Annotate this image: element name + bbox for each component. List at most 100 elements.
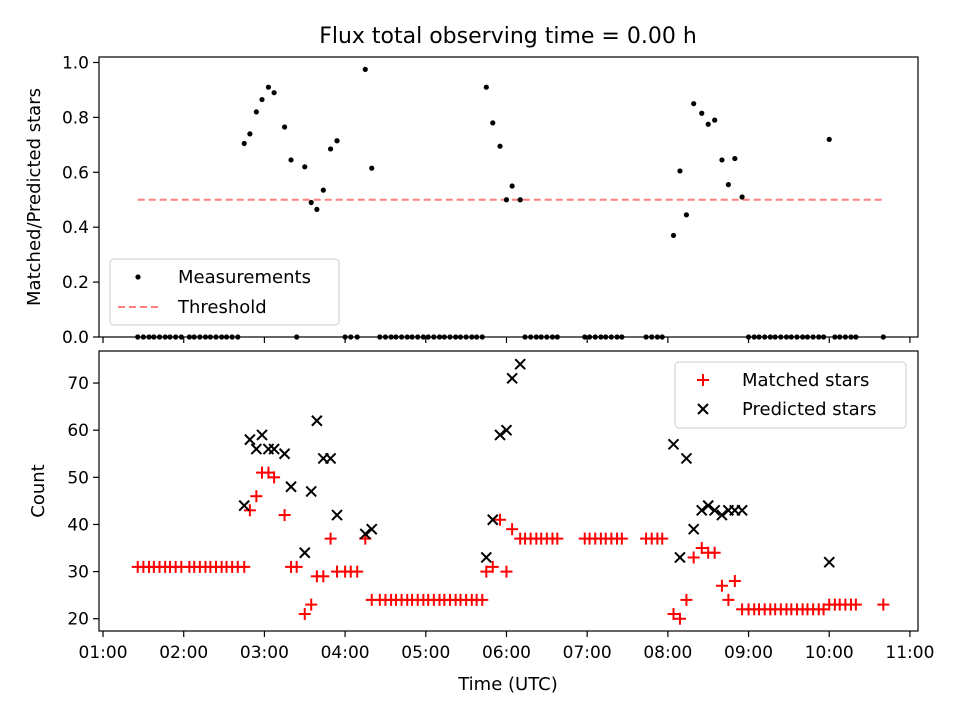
measurement-point: [705, 121, 711, 127]
matched-star-point: [715, 579, 728, 592]
top-y-tick-label: 0.2: [62, 273, 89, 293]
matched-star-point: [317, 570, 330, 583]
predicted-star-point: [716, 509, 728, 521]
predicted-star-point: [238, 499, 250, 512]
bottom-y-tick-label: 50: [67, 468, 89, 488]
measurement-point: [483, 84, 489, 90]
matched-star-point: [500, 565, 513, 578]
predicted-star-point: [494, 429, 506, 441]
top-legend: Measurements Threshold: [109, 258, 340, 326]
measurement-point: [712, 117, 718, 123]
matched-star-point: [486, 560, 499, 573]
count-points: [131, 358, 890, 625]
matched-star-point: [551, 532, 564, 545]
predicted-star-point: [305, 485, 317, 498]
measurement-point: [327, 146, 334, 152]
x-tick-label: 09:00: [724, 643, 773, 663]
predicted-star-point: [480, 551, 493, 564]
predicted-star-point: [268, 443, 280, 455]
predicted-star-point: [702, 499, 714, 512]
predicted-star-point: [359, 528, 371, 540]
predicted-star-point: [823, 556, 835, 568]
measurement-point: [265, 84, 272, 90]
measurement-point: [314, 206, 320, 212]
matched-star-point: [238, 560, 251, 573]
predicted-star-point: [736, 504, 748, 517]
measurement-point: [271, 90, 277, 96]
bottom-x-ticks: 01:00 02:00 03:00 04:00 05:00 06:00 07:00 08:00…: [79, 631, 934, 663]
bottom-y-tick-label: 20: [67, 610, 89, 630]
predicted-star-point: [331, 509, 343, 521]
matched-star-point: [243, 504, 256, 517]
measurement-point: [490, 120, 496, 126]
matched-star-point: [722, 593, 735, 606]
chart-title: Flux total observing time = 0.00 h: [319, 24, 697, 49]
measurement-point: [253, 109, 259, 115]
measurement-point: [302, 164, 308, 170]
matched-star-point: [250, 490, 263, 503]
legend-threshold-label: Threshold: [177, 297, 267, 318]
x-tick-label: 01:00: [79, 643, 128, 663]
x-axis-label: Time (UTC): [457, 674, 558, 695]
x-tick-label: 06:00: [482, 643, 531, 663]
predicted-star-point: [708, 504, 721, 517]
measurement-point: [288, 157, 294, 163]
measurement-point: [732, 155, 738, 162]
predicted-star-point: [285, 481, 297, 493]
top-y-axis-label: Matched/Predicted stars: [24, 88, 45, 306]
measurement-point: [334, 138, 340, 144]
measurement-point: [826, 136, 832, 142]
x-tick-label: 04:00: [321, 643, 370, 663]
predicted-star-point: [680, 452, 693, 465]
measurement-point: [308, 199, 314, 206]
top-plot-frame: [98, 56, 919, 338]
predicted-star-point: [487, 514, 499, 526]
measurement-point: [719, 157, 725, 163]
matched-star-point: [298, 608, 311, 621]
measurement-point: [683, 212, 690, 218]
matched-star-point: [278, 509, 291, 522]
legend-measurements-marker: [135, 274, 141, 280]
predicted-star-point: [311, 415, 323, 427]
matched-star-point: [324, 532, 337, 545]
matched-star-point: [305, 598, 318, 611]
matched-star-point: [849, 598, 862, 611]
x-tick-label: 05:00: [401, 643, 450, 663]
measurement-point: [503, 197, 510, 203]
predicted-star-point: [278, 448, 291, 460]
matched-star-point: [680, 593, 693, 606]
predicted-star-point: [244, 433, 256, 446]
measurement-point: [699, 110, 705, 116]
predicted-star-point: [324, 452, 337, 465]
predicted-star-point: [687, 523, 700, 535]
measurement-point: [241, 140, 247, 147]
predicted-star-point: [256, 429, 268, 441]
matched-star-point: [673, 612, 686, 625]
matched-star-point: [695, 542, 708, 555]
measurement-point: [362, 66, 368, 72]
predicted-star-point: [514, 358, 526, 370]
top-y-ticks: 0.0 0.2 0.4 0.6 0.8 1.0: [62, 53, 99, 348]
measurement-point: [691, 101, 697, 107]
bottom-y-axis-label: Count: [28, 464, 49, 517]
x-tick-label: 08:00: [643, 643, 692, 663]
legend-measurements-label: Measurements: [178, 267, 311, 288]
bottom-plot-frame: [98, 350, 919, 632]
top-y-tick-label: 0.0: [62, 328, 89, 348]
legend-predicted-label: Predicted stars: [742, 399, 876, 420]
measurement-point: [509, 183, 515, 189]
predicted-star-point: [667, 438, 680, 451]
top-plot: 0.0 0.2 0.4 0.6 0.8 1.0 Matched/Predicted sta…: [24, 53, 919, 348]
matched-star-point: [480, 565, 493, 578]
bottom-y-tick-label: 30: [67, 563, 89, 583]
legend-predicted-marker: [697, 403, 709, 415]
matched-star-point: [494, 513, 507, 526]
measurement-point: [281, 124, 288, 130]
legend-matched-label: Matched stars: [742, 370, 869, 391]
matched-star-point: [506, 523, 519, 536]
x-tick-label: 03:00: [240, 643, 289, 663]
x-tick-label: 11:00: [885, 643, 934, 663]
measurement-point: [369, 165, 375, 171]
predicted-star-point: [696, 504, 708, 517]
